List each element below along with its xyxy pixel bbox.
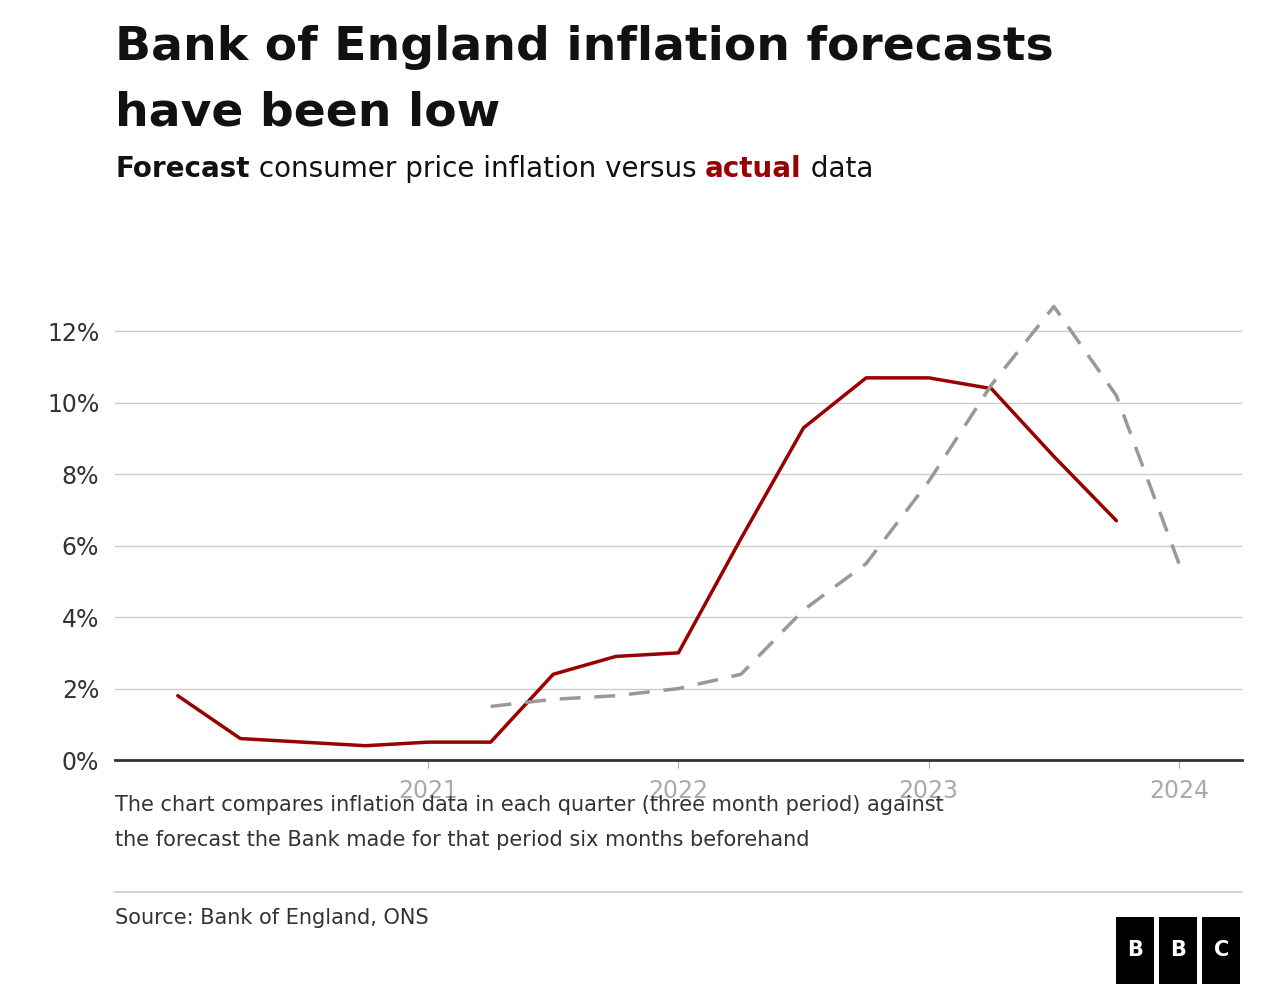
Bar <box>1202 917 1240 984</box>
Text: B: B <box>1170 940 1187 960</box>
Text: consumer price inflation versus: consumer price inflation versus <box>250 155 705 183</box>
Text: actual: actual <box>705 155 801 183</box>
Text: have been low: have been low <box>115 90 500 135</box>
Text: The chart compares inflation data in each quarter (three month period) against: The chart compares inflation data in eac… <box>115 795 943 815</box>
Text: Forecast: Forecast <box>115 155 250 183</box>
Text: data: data <box>801 155 873 183</box>
Text: C: C <box>1213 940 1229 960</box>
Text: the forecast the Bank made for that period six months beforehand: the forecast the Bank made for that peri… <box>115 830 810 850</box>
Text: Bank of England inflation forecasts: Bank of England inflation forecasts <box>115 25 1053 70</box>
Text: B: B <box>1128 940 1143 960</box>
Bar <box>1116 917 1155 984</box>
Bar <box>1160 917 1197 984</box>
Text: Source: Bank of England, ONS: Source: Bank of England, ONS <box>115 908 429 928</box>
